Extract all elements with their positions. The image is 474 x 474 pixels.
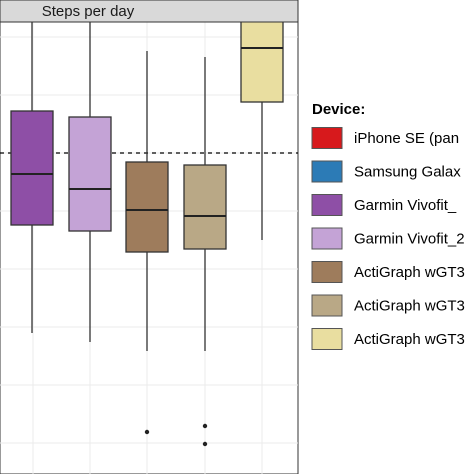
box-iqr — [10, 110, 54, 226]
outlier-point — [202, 423, 208, 429]
box-4 — [68, 15, 112, 342]
outlier-point — [144, 429, 150, 435]
legend-key-6 — [311, 294, 343, 317]
box-iqr — [183, 164, 227, 250]
legend-label-4: Garmin Vivofit_2 — [354, 231, 465, 248]
box-6 — [183, 57, 227, 447]
facet-strip: Steps per day — [0, 0, 299, 23]
box-5 — [125, 51, 169, 435]
boxes-group — [10, 0, 284, 447]
facet-title: Steps per day — [42, 3, 135, 20]
legend-label-7: ActiGraph wGT3 — [354, 331, 465, 348]
box-iqr — [68, 116, 112, 232]
legend-key-4 — [311, 227, 343, 250]
legend-label-6: ActiGraph wGT3 — [354, 298, 465, 315]
legend-title: Device: — [312, 101, 365, 118]
legend-key-7 — [311, 328, 343, 350]
legend: Device: iPhone SE (pan Samsung Galax Garmi… — [311, 101, 465, 350]
legend-label-2: Samsung Galax — [354, 164, 461, 181]
legend-key-3 — [311, 194, 343, 216]
outlier-point — [202, 441, 208, 447]
legend-label-3: Garmin Vivofit_ — [354, 197, 457, 214]
legend-key-5 — [311, 261, 343, 283]
legend-key-2 — [311, 160, 343, 183]
box-3 — [10, 21, 54, 333]
legend-label-5: ActiGraph wGT3 — [354, 264, 465, 281]
legend-label-1: iPhone SE (pan — [354, 130, 459, 147]
box-iqr — [125, 161, 169, 253]
legend-key-1 — [311, 127, 343, 149]
